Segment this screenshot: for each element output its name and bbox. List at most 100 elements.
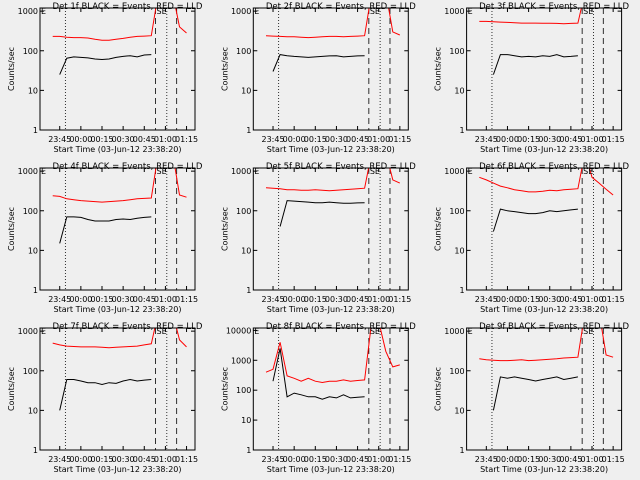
- series-line: [479, 8, 582, 25]
- x-tick-label: 00:45: [133, 295, 156, 304]
- plot-area: [479, 8, 582, 75]
- plot-frame: [252, 167, 409, 291]
- x-axis-label: Start Time (03-Jun-12 23:38:20): [54, 145, 182, 154]
- series-line: [272, 348, 365, 400]
- y-tick-label: 100: [236, 47, 251, 56]
- y-tick-label: 10: [28, 86, 38, 95]
- plot-frame: [252, 7, 409, 131]
- y-tick-label: 1: [33, 446, 38, 455]
- chart-title: Det 6f BLACK = Events, RED = LLD: [479, 162, 629, 172]
- x-tick-label: 01:15: [175, 455, 198, 464]
- y-tick-label: 1: [460, 126, 465, 135]
- y-tick-label: 10000: [226, 326, 251, 335]
- chart-title: Det 4f BLACK = Events, RED = LLD: [53, 162, 203, 172]
- series-line: [492, 208, 578, 232]
- chart-title: Det 9f BLACK = Events, RED = LLD: [479, 322, 629, 332]
- y-tick-label: 10: [241, 416, 251, 425]
- x-tick-label: 00:15: [90, 135, 113, 144]
- x-tick-label: 00:15: [90, 455, 113, 464]
- y-tick-label: 1000: [231, 7, 251, 16]
- region-label: SE: [157, 167, 167, 176]
- x-tick-label: 23:45: [48, 295, 71, 304]
- y-tick-label: 10: [28, 246, 38, 255]
- x-tick-label: 00:30: [325, 295, 348, 304]
- series-line: [59, 216, 152, 244]
- x-tick-label: 00:00: [69, 295, 92, 304]
- x-tick-label: 00:15: [517, 135, 540, 144]
- plot-area: [265, 8, 401, 72]
- x-tick-label: 01:15: [602, 295, 625, 304]
- y-axis-label: Counts/sec: [220, 367, 229, 411]
- region-label: SE: [370, 7, 380, 16]
- x-axis-label: Start Time (03-Jun-12 23:38:20): [480, 305, 608, 314]
- y-tick-label: 100: [23, 47, 38, 56]
- y-tick-label: 100: [449, 207, 464, 216]
- region-label: SE: [157, 327, 167, 336]
- y-tick-label: 1000: [18, 7, 38, 16]
- region-label: E: [468, 327, 473, 336]
- y-axis-label: Counts/sec: [7, 367, 16, 411]
- region-label: E: [41, 167, 46, 176]
- series-line: [52, 168, 187, 203]
- plot-frame: [466, 7, 623, 131]
- y-tick-label: 1000: [18, 327, 38, 336]
- y-tick-label: 1000: [231, 356, 251, 365]
- y-tick-label: 1000: [444, 327, 464, 336]
- y-tick-label: 1000: [18, 167, 38, 176]
- y-tick-label: 100: [449, 47, 464, 56]
- y-tick-label: 100: [23, 367, 38, 376]
- y-axis-label: Counts/sec: [7, 207, 16, 251]
- panel: Det 8f BLACK = Events, RED = LLD Counts/s…: [220, 322, 416, 474]
- x-tick-label: 00:00: [283, 295, 306, 304]
- region-label: E: [468, 167, 473, 176]
- series-line: [52, 328, 187, 349]
- series-line: [272, 54, 365, 72]
- plot-frame: [39, 167, 196, 291]
- region-label: SE: [583, 327, 593, 336]
- chart-title: Det 3f BLACK = Events, RED = LLD: [479, 2, 629, 12]
- region-label: E: [254, 7, 259, 16]
- series-line: [479, 328, 614, 362]
- x-tick-label: 00:45: [346, 295, 369, 304]
- y-axis-label: Counts/sec: [220, 207, 229, 251]
- x-tick-label: 01:15: [602, 135, 625, 144]
- x-tick-label: 01:00: [580, 135, 603, 144]
- plot-area: [265, 168, 401, 227]
- x-tick-label: 00:00: [496, 455, 519, 464]
- panel: Det 4f BLACK = Events, RED = LLD Counts/s…: [7, 162, 203, 314]
- panel: Det 3f BLACK = Events, RED = LLD Counts/s…: [434, 2, 630, 154]
- y-axis-label: Counts/sec: [434, 207, 443, 251]
- series-line: [279, 200, 365, 227]
- x-tick-label: 00:00: [69, 135, 92, 144]
- x-tick-label: 00:00: [69, 455, 92, 464]
- y-tick-label: 1: [246, 126, 251, 135]
- y-tick-label: 100: [23, 207, 38, 216]
- y-tick-label: 10: [454, 406, 464, 415]
- x-tick-label: 00:45: [559, 455, 582, 464]
- panel: Det 9f BLACK = Events, RED = LLD Counts/s…: [434, 322, 630, 474]
- y-tick-label: 10: [241, 86, 251, 95]
- plot-area: [52, 168, 187, 244]
- panel: Det 1f BLACK = Events, RED = LLD Counts/s…: [7, 2, 203, 154]
- y-tick-label: 1: [460, 446, 465, 455]
- y-axis-label: Counts/sec: [434, 47, 443, 91]
- chart-title: Det 5f BLACK = Events, RED = LLD: [266, 162, 416, 172]
- y-tick-label: 1000: [444, 7, 464, 16]
- region-label: SE: [583, 7, 593, 16]
- y-tick-label: 1: [33, 286, 38, 295]
- x-tick-label: 01:00: [154, 455, 177, 464]
- x-tick-label: 00:30: [538, 295, 561, 304]
- x-tick-label: 00:30: [325, 455, 348, 464]
- x-tick-label: 23:45: [475, 295, 498, 304]
- plot-area: [265, 328, 400, 400]
- y-tick-label: 10: [28, 406, 38, 415]
- plot-area: [479, 168, 614, 232]
- plot-frame: [252, 327, 409, 451]
- y-tick-label: 1000: [444, 167, 464, 176]
- x-tick-label: 23:45: [475, 135, 498, 144]
- y-tick-label: 1000: [231, 167, 251, 176]
- series-line: [492, 376, 578, 411]
- x-axis-label: Start Time (03-Jun-12 23:38:20): [267, 145, 395, 154]
